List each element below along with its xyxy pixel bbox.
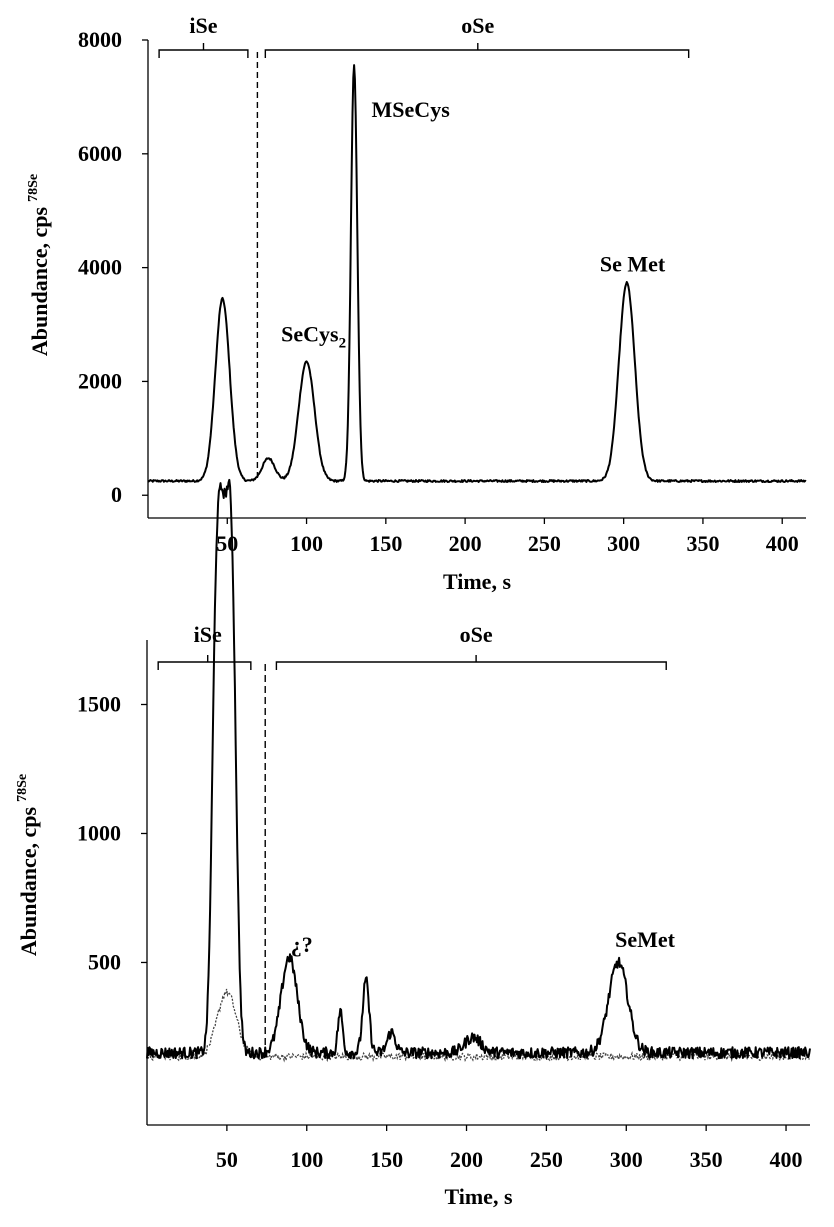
peak-annotation: SeMet [615,927,676,952]
bracket-label: oSe [461,13,494,38]
bracket-ose [275,655,667,670]
y-tick-label: 0 [111,482,122,507]
x-tick-label: 250 [528,531,561,556]
y-tick-label: 2000 [78,368,122,393]
peak-annotation-text: MSeCys [372,97,451,122]
x-tick-label: 400 [770,1147,803,1172]
y-tick-label: 8000 [78,27,122,52]
y-axis-title-text: Abundance, cps [16,806,41,956]
bracket-label: iSe [189,13,217,38]
x-tick-label: 350 [686,531,719,556]
chart-panel-1: 50 100 150 200 250 300 350 40002000400060008000… [26,13,807,594]
series-line-blank [146,988,810,1063]
y-axis-title-superscript: 78Se [15,774,30,802]
x-axis-title: Time, s [443,569,511,594]
x-tick-label: 300 [607,531,640,556]
x-tick-label: 100 [290,1147,323,1172]
x-tick-label: 150 [369,531,402,556]
x-tick-label: 400 [766,531,799,556]
bracket-ise [157,655,252,670]
x-tick-label: 100 [290,531,323,556]
y-axis-title: Abundance, cps 78Se [26,174,52,356]
peak-annotation-text: SeMet [615,927,676,952]
y-tick-label: 4000 [78,255,122,280]
peak-annotation-text: ¿? [291,932,313,957]
peak-annotation-subscript: 2 [339,336,347,352]
x-tick-label: 200 [450,1147,483,1172]
bracket-ise [158,43,249,58]
x-tick-label: 200 [449,531,482,556]
x-tick-label: 350 [690,1147,723,1172]
series-line-sample [147,64,807,483]
peak-annotation: ¿? [291,932,313,957]
y-tick-label: 1500 [77,691,121,716]
peak-annotation-text: SeCys [281,322,339,347]
y-tick-label: 6000 [78,141,122,166]
x-tick-label: 50 [216,1147,238,1172]
x-tick-label: 250 [530,1147,563,1172]
peak-annotation: SeCys2 [281,322,346,352]
bracket-ose [264,43,690,58]
x-axis-title: Time, s [444,1184,512,1209]
y-axis-title-superscript: 78Se [26,174,41,202]
bracket-label: iSe [194,622,222,647]
peak-annotation: Se Met [600,252,666,277]
y-tick-label: 500 [88,949,121,974]
peak-annotation: MSeCys [372,97,451,122]
y-axis-title-text: Abundance, cps [27,206,52,356]
x-tick-label: 300 [610,1147,643,1172]
bracket-label: oSe [460,622,493,647]
series-line-sample [146,478,811,1060]
y-tick-label: 1000 [77,820,121,845]
x-tick-label: 150 [370,1147,403,1172]
peak-annotation-text: Se Met [600,252,666,277]
x-tick-label: 50 [216,531,238,556]
chart-panel-2: 50 100 150 200 250 300 350 40050010001500Time, … [15,478,811,1209]
y-axis-title: Abundance, cps 78Se [15,774,41,956]
